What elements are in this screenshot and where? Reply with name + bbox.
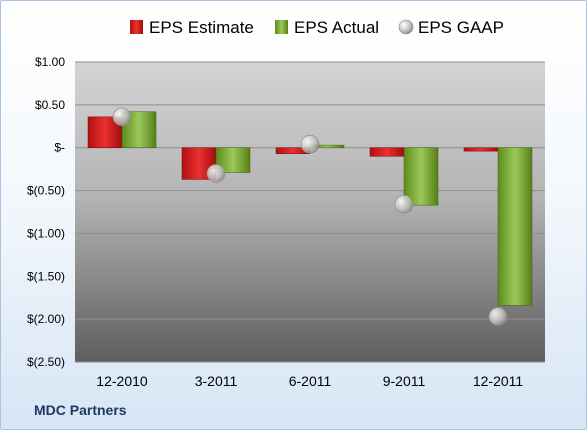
x-tick-label: 12-2011 [473, 373, 524, 389]
legend-swatch [130, 20, 143, 34]
company-name: MDC Partners [34, 402, 127, 418]
x-tick-label: 9-2011 [383, 373, 426, 389]
bar-eps-actual [497, 147, 533, 306]
plot-area [75, 62, 545, 362]
legend-label: EPS Actual [294, 18, 379, 37]
legend-label: EPS GAAP [418, 18, 504, 37]
marker-eps-gaap [394, 194, 414, 214]
marker-eps-gaap [206, 164, 226, 183]
legend-swatch-eps-gaap [398, 19, 414, 35]
x-tick-label: 3-2011 [195, 373, 238, 389]
y-tick-label: $(1.00) [27, 226, 65, 240]
bar-eps-estimate [369, 147, 405, 157]
y-tick-label: $1.00 [35, 55, 65, 69]
marker-eps-gaap [112, 107, 132, 127]
x-tick-label: 12-2010 [96, 373, 148, 389]
legend-label: EPS Estimate [149, 18, 254, 37]
bar-eps-actual [403, 147, 439, 206]
y-tick-label: $(1.50) [27, 269, 65, 283]
marker-eps-gaap [488, 307, 508, 326]
y-tick-label: $(2.00) [27, 312, 65, 326]
y-tick-label: $0.50 [35, 98, 65, 112]
y-tick-label: $(0.50) [27, 184, 65, 198]
legend-swatch [275, 20, 288, 34]
marker-eps-gaap [300, 134, 320, 154]
x-tick-label: 6-2011 [289, 373, 332, 389]
y-tick-label: $- [54, 141, 65, 155]
y-tick-label: $(2.50) [27, 355, 65, 369]
bar-eps-estimate [463, 147, 499, 152]
